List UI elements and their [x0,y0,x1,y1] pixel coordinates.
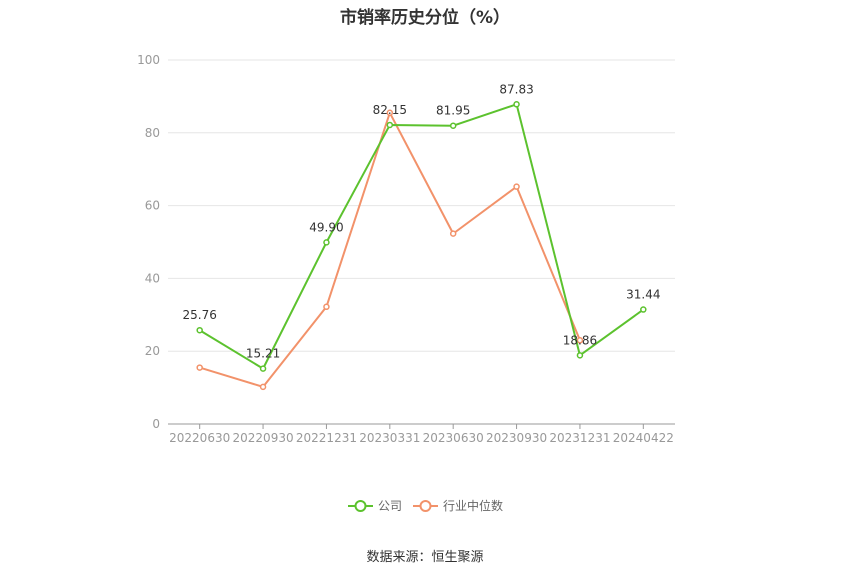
data-point-company [576,352,584,359]
x-tick-label: 20230930 [486,431,547,445]
y-tick-label: 60 [145,199,160,213]
data-labels: 25.76 15.21 49.90 82.15 81.95 87.83 18.86 31.44 [183,82,661,360]
data-point-company [449,122,457,129]
data-label: 25.76 [183,308,217,322]
data-point-industry-median [323,303,330,311]
data-point-company [259,365,267,372]
data-point-industry-median [196,364,203,371]
data-label: 49.90 [309,220,343,234]
data-point-company [513,101,520,108]
x-tick-label: 20231231 [549,431,610,445]
y-tick-label: 0 [152,417,160,431]
data-label: 31.44 [626,288,660,302]
data-point-company [196,326,203,334]
series-layer [196,101,647,391]
x-tick-label: 20230630 [423,431,484,445]
data-label: 87.83 [499,82,533,96]
data-label: 15.21 [246,347,280,361]
data-point-company [386,121,394,129]
y-tick-label: 80 [145,126,160,140]
x-tick-label: 20240422 [613,431,674,445]
source-note: 数据来源：恒生聚源 [366,550,484,565]
data-point-company [640,306,647,313]
data-point-industry-median [449,230,457,237]
chart-title: 市销率历史分位（%） [339,8,511,28]
data-point-industry-median [576,337,584,344]
y-tick-label: 20 [145,344,160,358]
data-label: 82.15 [373,103,407,117]
data-point-company [323,239,330,246]
series-line-company [199,103,644,370]
legend-item-company-label: 公司 [378,499,402,513]
legend-item-industry-median-marker [419,500,432,512]
y-tick-label: 40 [145,271,160,285]
x-tick-label: 20220930 [233,431,294,445]
data-label: 81.95 [436,104,470,118]
data-label: 18.86 [563,333,597,347]
data-point-industry-median [513,183,520,190]
gridlines [168,59,675,352]
legend-item-company-marker [354,500,367,512]
legend: 公司 行业中位数 [348,498,503,513]
legend-item-industry-median-label: 行业中位数 [443,498,503,513]
x-tick-label: 20230331 [359,431,420,445]
x-tick-label: 20221231 [296,431,357,445]
data-point-industry-median [386,109,394,117]
x-tick-label: 20220630 [169,431,230,445]
y-tick-label: 100 [137,53,160,67]
data-point-industry-median [259,383,267,391]
